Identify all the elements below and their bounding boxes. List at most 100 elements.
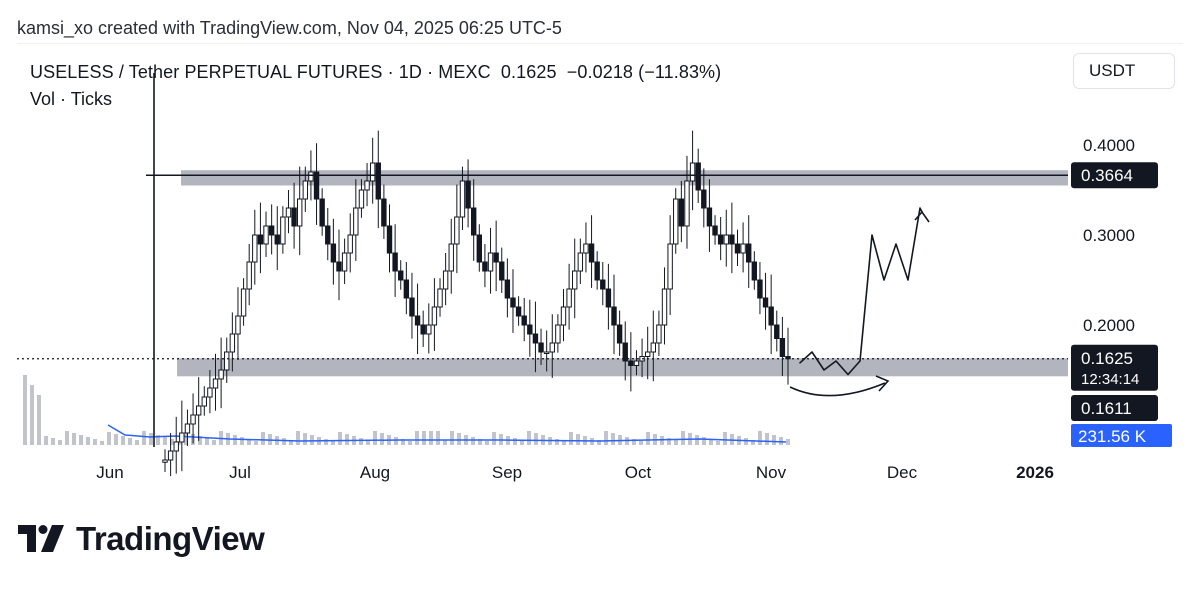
support-zone: [177, 358, 1068, 377]
x-axis-tick-label: Sep: [492, 463, 522, 482]
candle-body: [336, 261, 342, 272]
volume-value-label: 231.56 K: [1078, 427, 1147, 446]
volume-bar: [310, 435, 314, 445]
volume-bar: [772, 435, 776, 445]
candle-body: [661, 288, 668, 326]
x-axis-tick-label: 2026: [1016, 463, 1054, 482]
volume-moving-average-line: [107, 424, 787, 443]
candle-body: [723, 234, 729, 245]
volume-bar: [436, 431, 440, 445]
volume-bar: [261, 432, 265, 445]
volume-bar: [380, 433, 384, 445]
candle-body: [358, 189, 365, 209]
candle-body: [246, 261, 252, 290]
candle-body: [274, 234, 280, 245]
candle-body: [409, 297, 415, 317]
volume-bar: [562, 441, 566, 445]
candle-body: [224, 351, 230, 371]
candle-body: [673, 198, 679, 245]
volume-bar: [786, 439, 790, 445]
indicator-legend[interactable]: Vol · Ticks: [30, 89, 113, 109]
volume-bar: [604, 431, 608, 445]
candle-body: [628, 360, 634, 366]
volume-bar: [457, 433, 461, 445]
candle-body: [431, 306, 438, 326]
volume-bar: [345, 434, 349, 445]
candle-body: [291, 207, 297, 227]
volume-bar: [401, 439, 405, 445]
candle-body: [240, 288, 247, 317]
candle-body: [493, 252, 499, 263]
candle-body: [190, 414, 196, 425]
candle-body: [538, 342, 544, 353]
chart-panel[interactable]: [17, 43, 1183, 492]
x-axis-tick-label: Aug: [360, 463, 390, 482]
candle-body: [476, 234, 483, 263]
volume-bar: [429, 431, 433, 445]
volume-bar: [478, 439, 482, 445]
candle-body: [375, 162, 381, 200]
candle-body: [325, 225, 331, 245]
candle-body: [605, 288, 612, 308]
candle-body: [600, 279, 606, 290]
candle-body: [403, 279, 410, 299]
candle-body: [717, 234, 724, 245]
x-axis-tick-label: Dec: [887, 463, 918, 482]
candle-body: [465, 180, 471, 209]
candle-body: [555, 324, 561, 344]
volume-bar: [422, 431, 426, 445]
y-axis-tick-label: 0.3000: [1083, 226, 1135, 245]
candle-body: [762, 297, 769, 308]
candle-body: [308, 171, 314, 182]
volume-bar: [128, 438, 132, 445]
volume-bar: [296, 431, 300, 445]
candle-body: [173, 441, 179, 452]
change-value: −0.0218 (−11.83%): [566, 62, 722, 82]
volume-bar: [212, 440, 216, 445]
volume-bar: [527, 431, 531, 445]
volume-bar: [359, 438, 363, 445]
volume-bar: [443, 440, 447, 445]
volume-bar: [79, 435, 83, 445]
volume-bar: [156, 435, 160, 445]
candle-body: [229, 333, 236, 353]
candle-body: [280, 216, 286, 245]
candle-body: [729, 234, 735, 245]
candlestick-series: [162, 130, 791, 477]
volume-bar: [331, 441, 335, 445]
volume-bar: [485, 441, 489, 445]
volume-bar: [569, 432, 573, 445]
volume-bar: [779, 437, 783, 445]
candle-body: [572, 270, 578, 290]
candle-body: [212, 378, 219, 389]
volume-bar: [149, 433, 153, 445]
candle-body: [162, 459, 168, 463]
last-price-label: 0.1625: [1081, 349, 1133, 368]
candle-body: [347, 234, 353, 254]
candle-body: [656, 324, 662, 344]
last-price-label-bg: [1071, 344, 1158, 391]
volume-bar: [107, 432, 111, 445]
volume-bar: [37, 395, 41, 445]
volume-bar: [751, 440, 755, 445]
volume-value-label-bg: [1071, 424, 1172, 447]
volume-bar: [135, 440, 139, 445]
candle-body: [285, 207, 292, 218]
candle-body: [774, 324, 780, 339]
tradingview-mark-icon: [18, 525, 64, 552]
candle-body: [667, 243, 673, 290]
volume-bar: [254, 441, 258, 445]
resistance-price-label-bg: [1071, 162, 1158, 189]
brand-name: TradingView: [76, 520, 265, 557]
candle-body: [167, 450, 174, 461]
currency-selector-button[interactable]: USDT: [1073, 53, 1175, 89]
volume-bar: [247, 439, 251, 445]
candle-body: [184, 423, 191, 434]
volume-bar: [716, 441, 720, 445]
volume-bar: [534, 433, 538, 445]
chart-credit: kamsi_xo created with TradingView.com, N…: [17, 18, 562, 38]
candle-body: [482, 261, 488, 272]
candle-body: [566, 288, 572, 308]
volume-bar: [415, 431, 419, 445]
